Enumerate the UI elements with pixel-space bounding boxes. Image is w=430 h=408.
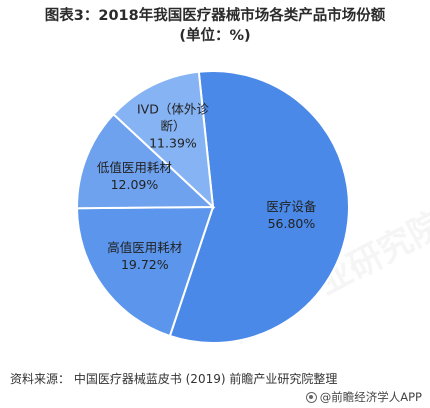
brand-logo-icon xyxy=(305,391,317,403)
slice-ivd-label: IVD（体外诊断） 11.39% xyxy=(137,102,209,151)
chart-title-line1: 图表3：2018年我国医疗器械市场各类产品市场份额 xyxy=(44,8,386,24)
slice-ivd xyxy=(112,70,215,210)
pie-labels: 医疗设备 56.80% 高值医用耗材 19.72% 低值医用耗材 12.09% IVD（体外… xyxy=(97,102,317,272)
slice-low-value-consumables xyxy=(76,112,216,210)
slice-low-value-consumables-label: 低值医用耗材 12.09% xyxy=(97,160,172,192)
brand-text: @前瞻经济学人APP xyxy=(319,390,422,404)
chart-title: 图表3：2018年我国医疗器械市场各类产品市场份额 (单位：%) xyxy=(0,6,430,46)
brand-credit: @前瞻经济学人APP xyxy=(305,389,422,405)
slice-high-value-consumables-label: 高值医用耗材 19.72% xyxy=(107,240,182,272)
chart-title-line2: (单位：%) xyxy=(179,28,251,44)
slice-high-value-consumables xyxy=(75,205,215,338)
slice-medical-equipment xyxy=(168,70,350,344)
slice-medical-equipment-label: 医疗设备 56.80% xyxy=(266,199,317,231)
pie-slices xyxy=(75,70,350,344)
source-note: 资料来源： 中国医疗器械蓝皮书 (2019) 前瞻产业研究院整理 xyxy=(10,372,338,386)
